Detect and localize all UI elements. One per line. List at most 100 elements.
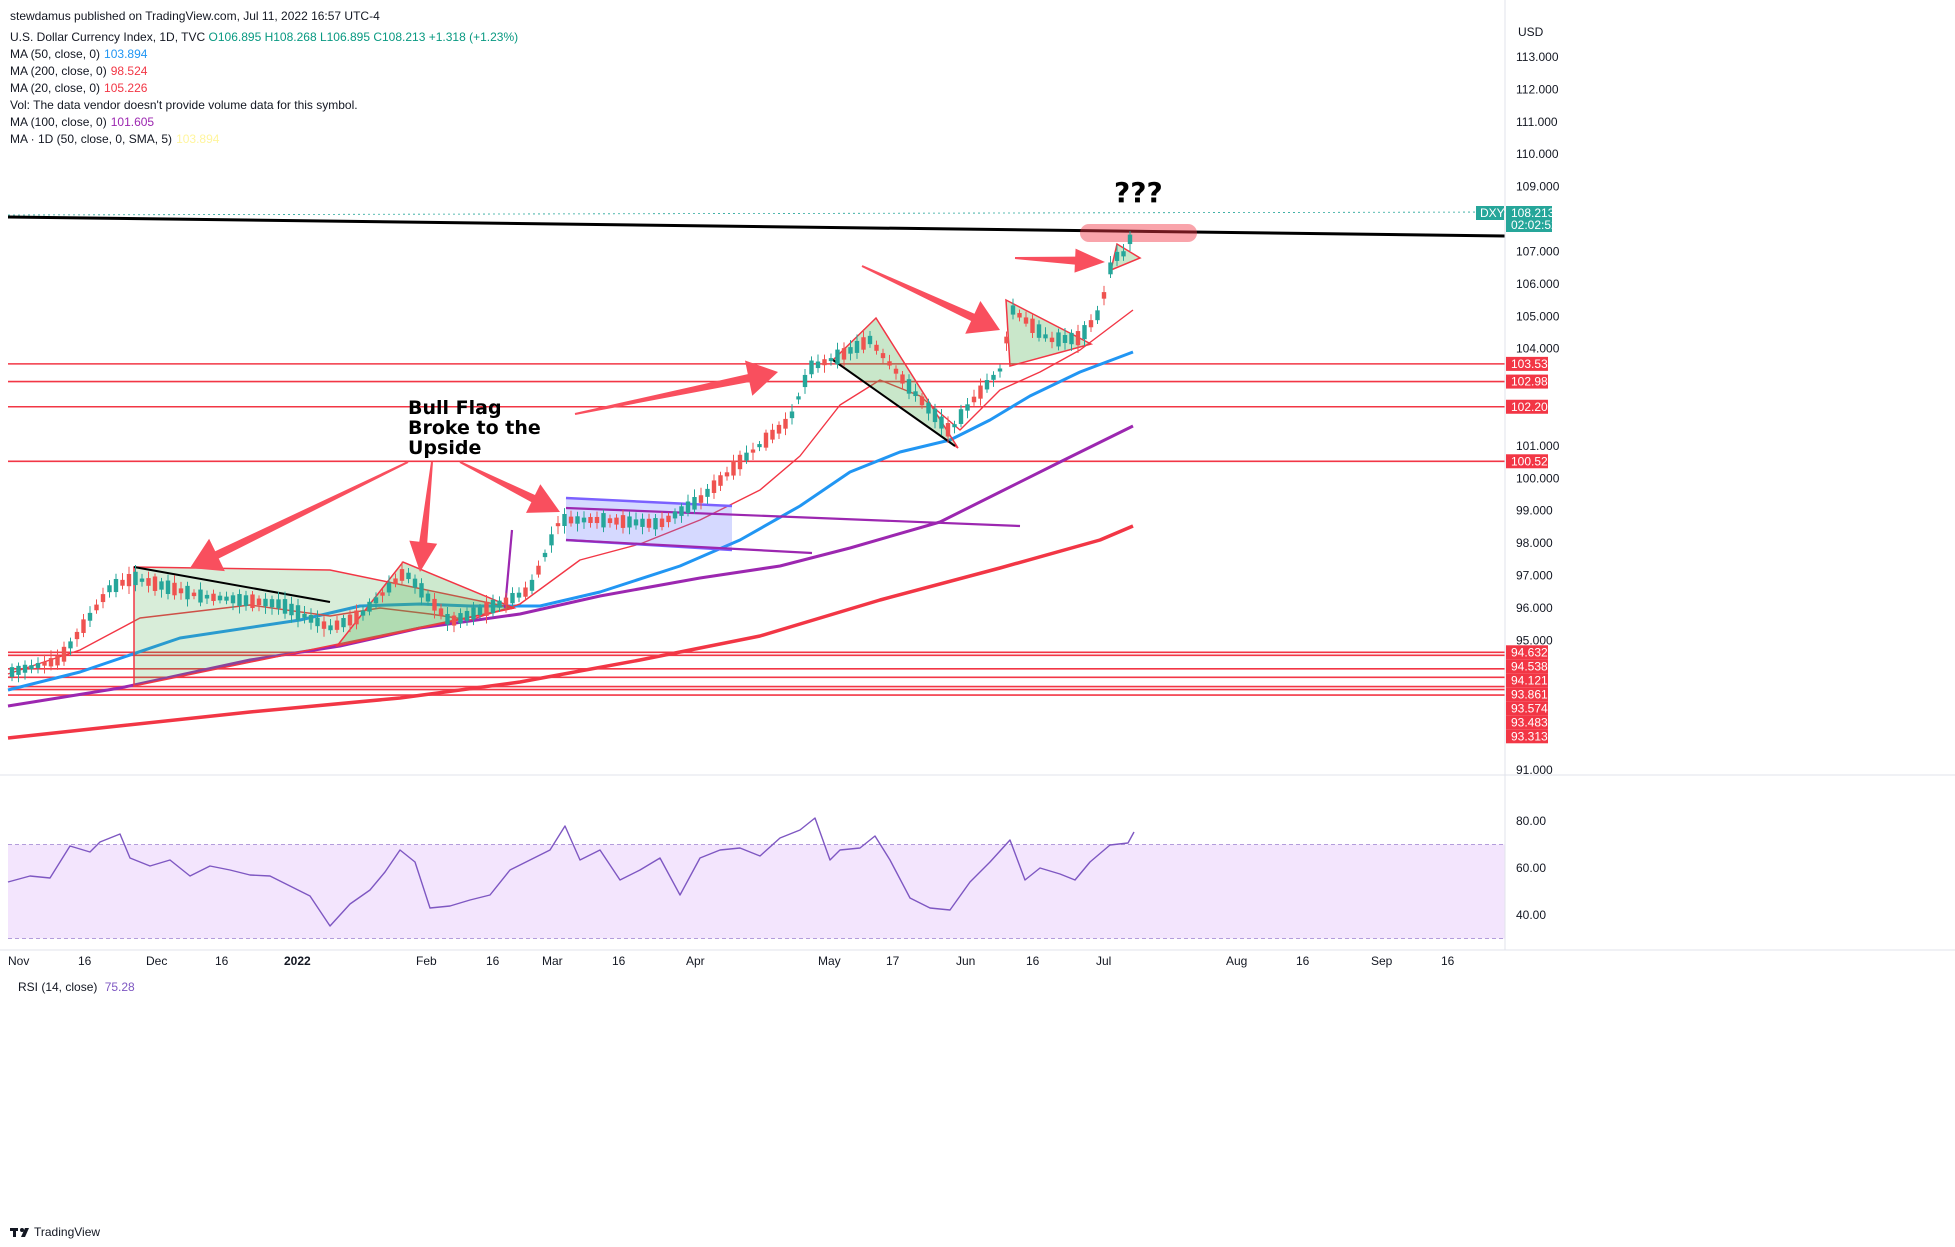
candle-body [679,506,684,516]
candle-body [477,607,483,616]
candle-body [256,598,262,606]
candle-body [796,396,801,400]
candle-body [159,581,164,590]
time-axis-tick: 16 [215,954,229,968]
indicator-legend-item[interactable]: MA (100, close, 0) 101.605 [10,114,518,131]
candle-body [399,569,405,581]
candle-body [308,615,314,623]
indicator-legend-item[interactable]: MA (50, close, 0) 103.894 [10,46,518,63]
price-level-badge [1506,454,1548,469]
arrow-to-flag [459,461,560,513]
candle-body [744,452,749,461]
price-level-badge-label: 93.861 [1511,687,1548,701]
candle-body [737,454,743,470]
time-axis-tick: Apr [686,954,705,968]
candle-body [848,347,853,354]
price-axis-tick: 96.000 [1516,601,1553,615]
price-axis-tick: 100.000 [1516,471,1560,485]
price-level-badge [1506,687,1548,702]
price-level-badge-label: 102.985 [1511,375,1555,389]
indicator-legend-item[interactable]: Vol: The data vendor doesn't provide vol… [10,97,518,114]
ohlc-values: O106.895 H108.268 L106.895 C108.213 +1.3… [208,30,519,44]
symbol-line: U.S. Dollar Currency Index, 1D, TVC O106… [10,29,518,46]
candle-body [276,599,281,609]
annotation-question-text: ??? [1114,176,1163,209]
indicator-label: MA (50, close, 0) [10,47,101,61]
ma100-line [7,424,1134,708]
indicator-label: Vol: The data vendor doesn't provide vol… [10,98,358,112]
rsi-value: 75.28 [104,980,135,994]
price-level-badge-label: 93.574 [1511,701,1548,715]
candle-body [828,358,834,362]
candle-body [198,589,203,603]
candle-body [230,595,236,604]
candle-body [1069,332,1074,345]
candle-body [211,593,216,601]
candle-body [412,578,418,588]
indicator-value: 103.894 [176,132,220,146]
price-axis-tick: 99.000 [1516,504,1553,518]
candle-body [243,595,249,606]
candles-group [9,231,1133,683]
time-axis-tick: Dec [146,954,167,968]
candle-body [1108,262,1113,275]
last-price-badge [1506,206,1552,232]
candle-body [204,594,210,599]
purple-line-1 [565,506,1021,528]
candle-body [633,519,639,526]
candle-body [614,517,619,525]
price-axis-tick: 97.000 [1516,569,1553,583]
candle-body [900,374,905,384]
price-axis-tick: 91.000 [1516,763,1553,777]
price-level-badge [1506,729,1548,744]
candle-body [536,565,541,575]
candle-body [224,596,229,601]
candle-body [250,594,255,609]
countdown-label: 02:02:52 [1511,218,1558,232]
candle-body [354,610,359,625]
indicator-legend-item[interactable]: MA (20, close, 0) 105.226 [10,80,518,97]
candle-body [347,614,353,626]
candle-body [1088,320,1094,328]
candle-body [74,631,80,640]
rsi-axis-tick: 60.00 [1516,861,1546,875]
candle-body [965,404,970,411]
candle-body [1010,305,1016,315]
candle-body [627,516,632,528]
price-level-badge-label: 94.538 [1511,659,1548,673]
indicator-value: 101.605 [110,115,155,129]
time-axis-tick: May [818,954,841,968]
arrow-to-july-breakout [1014,248,1105,273]
candle-body [659,518,665,528]
candle-body [406,572,411,580]
candle-body [971,396,977,403]
indicator-list: MA (50, close, 0) 103.894 MA (200, close, … [10,46,518,148]
candle-body [997,368,1003,372]
candle-body [269,599,275,608]
price-level-badge-label: 103.531 [1511,357,1555,371]
candle-body [1082,325,1087,340]
triangle-pattern-4 [1005,298,1094,367]
candle-body [1127,234,1133,245]
candle-body [1017,313,1022,318]
candle-body [191,592,197,597]
candle-body [698,495,704,503]
candle-body [432,598,437,611]
candle-body [146,578,151,586]
candle-body [237,594,242,606]
candle-body [503,597,509,605]
price-level-badge [1506,659,1548,674]
candle-body [451,615,457,626]
indicator-legend-item[interactable]: MA · 1D (50, close, 0, SMA, 5) 103.894 [10,131,518,148]
indicator-legend-item[interactable]: MA (200, close, 0) 98.524 [10,63,518,80]
indicator-value: 105.226 [104,81,148,95]
candle-body [939,416,944,429]
candle-body [113,578,119,593]
candle-body [763,432,769,448]
symbol-name[interactable]: U.S. Dollar Currency Index, 1D, TVC [10,30,206,44]
candle-body [893,368,899,374]
rsi-label[interactable]: RSI (14, close) [18,980,98,994]
candle-body [919,396,925,406]
price-axis-tick: 106.000 [1516,277,1560,291]
